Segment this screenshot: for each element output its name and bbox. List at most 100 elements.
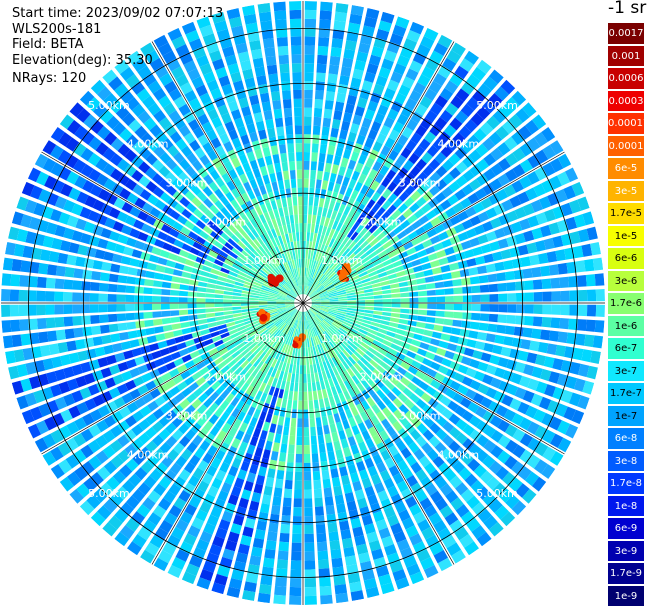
ray-cell [313, 326, 319, 336]
ray-cell [294, 268, 298, 278]
ray-cell [278, 144, 287, 154]
ray-cell [181, 327, 192, 335]
ray-cell [366, 531, 379, 543]
ray-cell [318, 310, 328, 315]
ray-cell [63, 291, 73, 302]
ray-cell [333, 485, 343, 496]
ray-cell [281, 333, 287, 343]
ray-cell [226, 213, 236, 224]
ray-cell [469, 215, 482, 227]
ray-cell [243, 246, 253, 256]
ray-cell [196, 538, 210, 552]
ray-cell [103, 415, 117, 428]
ray-cell [520, 339, 531, 350]
ray-cell [294, 319, 299, 329]
ray-cell [321, 416, 329, 426]
ray-cell [149, 534, 164, 549]
ray-cell [261, 101, 272, 112]
ray-cell [80, 304, 91, 314]
ray-cell [114, 59, 130, 75]
ray-cell [417, 309, 428, 316]
ray-cell [251, 286, 261, 292]
ray-cell [120, 341, 132, 351]
ray-cell [262, 557, 275, 568]
ray-cell [293, 277, 298, 287]
ray-cell [353, 234, 363, 244]
ray-cell [245, 572, 259, 584]
ray-cell [267, 304, 277, 307]
ray-cell [234, 259, 244, 268]
ray-cell [279, 532, 290, 543]
ray-cell [407, 365, 418, 375]
ray-cell [227, 531, 240, 543]
ray-cell [169, 303, 179, 310]
ray-cell [303, 311, 305, 321]
ray-cell [327, 181, 335, 192]
ray-cell [438, 257, 449, 266]
ray-cell [288, 390, 294, 401]
ray-cell [81, 281, 91, 291]
ray-cell [423, 178, 435, 190]
ray-cell [362, 281, 372, 287]
ray-cell [276, 255, 283, 265]
ray-cell [433, 324, 444, 332]
ray-cell [367, 346, 378, 355]
ray-cell [330, 468, 339, 479]
ray-cell [219, 133, 230, 145]
ray-cell [398, 84, 411, 97]
ray-cell [409, 571, 425, 585]
ray-cell [476, 106, 491, 120]
ray-cell [326, 328, 335, 336]
ray-cell [142, 72, 157, 87]
ray-cell [231, 457, 242, 469]
ray-cell [125, 237, 137, 248]
ray-cell [204, 209, 215, 220]
ray-cell [164, 512, 178, 526]
ray-cell [213, 356, 224, 366]
ray-cell [224, 368, 234, 378]
ray-cell [147, 512, 162, 526]
ray-cell [466, 339, 477, 348]
ray-cell [199, 230, 210, 240]
ray-cell [359, 274, 370, 281]
ray-cell [184, 429, 196, 441]
ray-cell [319, 308, 329, 313]
ray-cell [319, 292, 328, 297]
ray-cell [296, 286, 301, 295]
ray-cell [207, 149, 218, 161]
ray-cell [304, 72, 314, 82]
ray-cell [522, 203, 535, 216]
ray-cell [586, 226, 599, 241]
ray-cell [335, 222, 343, 232]
ray-cell [274, 369, 281, 379]
ray-cell [134, 240, 146, 250]
ray-cell [374, 263, 384, 271]
ray-cell [179, 284, 189, 291]
ray-cell [483, 153, 497, 167]
ray-cell [469, 321, 480, 330]
ray-cell [435, 289, 445, 296]
ray-cell [24, 392, 38, 407]
ray-cell [462, 438, 475, 451]
ray-cell [304, 311, 307, 321]
ray-cell [291, 318, 296, 328]
ray-cell [411, 360, 422, 369]
ray-cell [477, 211, 490, 223]
ray-cell [304, 569, 316, 579]
ray-cell [251, 228, 260, 239]
ray-cell [296, 232, 300, 242]
ray-cell [409, 89, 422, 103]
ray-cell [244, 77, 256, 89]
ray-cell [267, 299, 277, 302]
ray-cell [485, 207, 498, 219]
colorbar-cell: 6e-6 [607, 247, 645, 270]
ray-cell [283, 314, 291, 322]
ray-cell [138, 175, 151, 188]
ray-cell [314, 408, 321, 418]
ray-cell [381, 535, 394, 548]
ray-cell [126, 401, 139, 414]
ray-cell [492, 344, 503, 355]
ray-cell [215, 527, 228, 540]
ray-cell [256, 419, 264, 430]
ray-cell [145, 180, 158, 193]
